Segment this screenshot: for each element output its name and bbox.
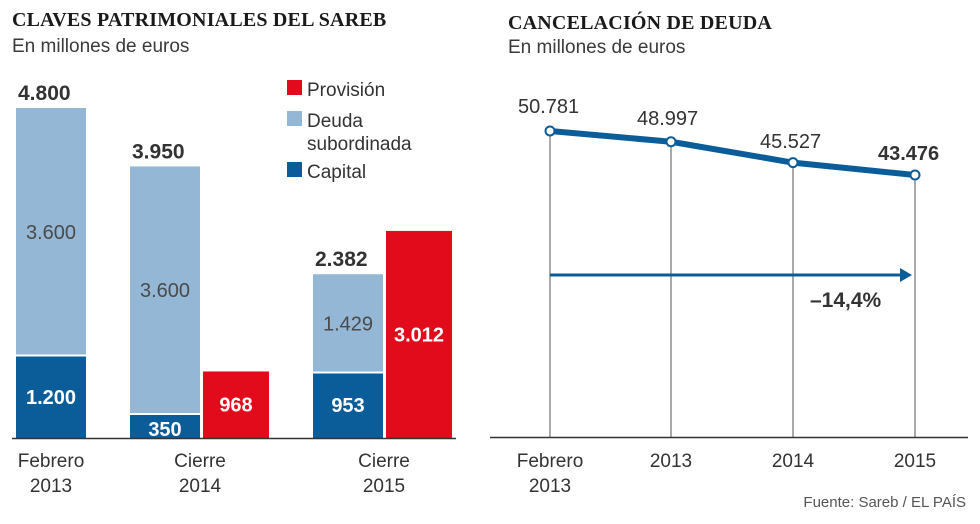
legend-swatch-provision bbox=[287, 80, 302, 95]
bar-capital-1 bbox=[130, 413, 200, 438]
legend-swatch-deuda bbox=[287, 111, 302, 126]
bar-total-label-0: 4.800 bbox=[18, 82, 71, 105]
value-label-1: 48.997 bbox=[637, 108, 698, 130]
legend-label-provision: Provisión bbox=[307, 80, 385, 101]
data-point-2 bbox=[787, 157, 799, 169]
bar-capital-0 bbox=[16, 355, 86, 438]
bar-deuda-label-2: 1.429 bbox=[323, 313, 373, 335]
right-chart-title: CANCELACIÓN DE DEUDA bbox=[508, 12, 773, 34]
line-x-tick-0-1: 2013 bbox=[529, 476, 571, 497]
bar-deuda-0 bbox=[16, 108, 86, 356]
value-label-3: 43.476 bbox=[878, 143, 939, 165]
bar-capital-label-1: 350 bbox=[148, 419, 181, 441]
bar-provision-label-2: 3.012 bbox=[394, 324, 444, 346]
left-chart-subtitle: En millones de euros bbox=[12, 36, 190, 57]
series-line bbox=[547, 128, 918, 179]
bar-deuda-2 bbox=[313, 274, 383, 373]
x-tick-label-0-0: Febrero bbox=[18, 451, 85, 472]
x-tick-label-2-0: Cierre bbox=[358, 451, 410, 472]
right-chart-subtitle: En millones de euros bbox=[508, 37, 686, 58]
bar-capital-2 bbox=[313, 372, 383, 438]
change-arrow-head bbox=[900, 268, 912, 282]
x-tick-label-1-0: Cierre bbox=[174, 451, 226, 472]
legend-label-deuda-1: Deuda bbox=[307, 111, 363, 132]
change-annotation: –14,4% bbox=[810, 289, 882, 312]
bar-provision-2 bbox=[386, 230, 452, 438]
value-label-0: 50.781 bbox=[518, 96, 579, 118]
legend-label-capital: Capital bbox=[307, 162, 366, 183]
line-x-tick-0-0: Febrero bbox=[517, 451, 584, 472]
left-chart-title: CLAVES PATRIMONIALES DEL SAREB bbox=[12, 9, 387, 31]
data-point-0 bbox=[544, 125, 556, 137]
bar-total-label-1: 3.950 bbox=[132, 140, 185, 163]
x-tick-label-1-1: 2014 bbox=[179, 476, 222, 497]
bar-provision-label-1: 968 bbox=[219, 395, 252, 417]
x-tick-label-0-1: 2013 bbox=[30, 476, 72, 497]
value-label-2: 45.527 bbox=[760, 131, 821, 153]
bar-deuda-label-1: 3.600 bbox=[140, 280, 190, 302]
line-x-tick-1-0: 2013 bbox=[650, 451, 692, 472]
bar-deuda-1 bbox=[130, 166, 200, 414]
legend-swatch-capital bbox=[287, 162, 302, 177]
legend-label-deuda-2: subordinada bbox=[307, 134, 412, 155]
bar-total-label-2: 2.382 bbox=[315, 248, 368, 271]
bar-deuda-label-0: 3.600 bbox=[26, 222, 76, 244]
source-note: Fuente: Sareb / EL PAÍS bbox=[803, 494, 966, 511]
bar-capital-label-0: 1.200 bbox=[26, 387, 76, 409]
line-x-tick-3-0: 2015 bbox=[894, 451, 936, 472]
line-x-tick-2-0: 2014 bbox=[772, 451, 815, 472]
bar-capital-label-2: 953 bbox=[331, 395, 364, 417]
data-point-1 bbox=[665, 136, 677, 148]
data-point-3 bbox=[909, 169, 921, 181]
bar-provision-1 bbox=[203, 371, 269, 438]
x-tick-label-2-1: 2015 bbox=[363, 476, 405, 497]
